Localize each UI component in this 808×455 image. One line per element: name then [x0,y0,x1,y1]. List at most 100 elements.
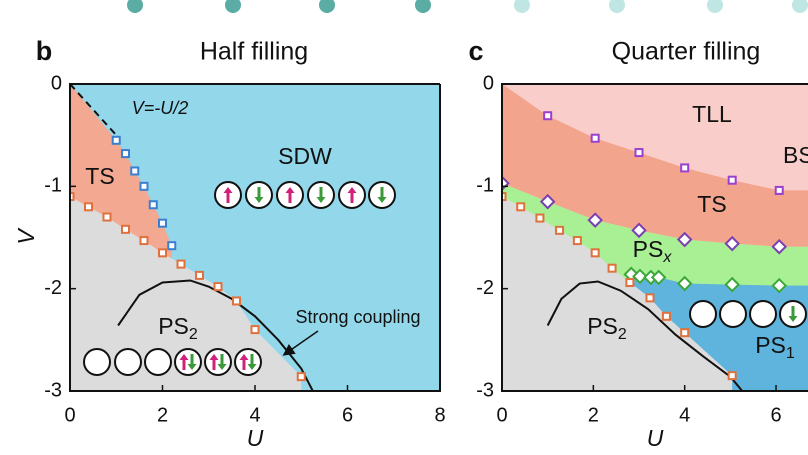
y-tick-label: -2 [44,277,62,299]
data-point [680,328,690,338]
x-tick-label: 4 [679,404,690,426]
data-point [774,185,784,195]
data-point [250,325,260,335]
spin-arrow-head [209,354,219,360]
x-axis-label: U [247,425,264,451]
y-tick-label: 0 [483,72,494,94]
data-point [650,269,667,286]
spin-arrow-head [285,187,295,193]
data-point [724,235,740,252]
data-point [555,225,565,235]
y-tick-label: -1 [476,175,494,197]
region-label-subscript: x [662,249,672,266]
data-point [535,213,545,223]
x-tick-label: 2 [588,404,599,426]
data-point [625,278,635,288]
panel-label: b [36,36,53,66]
region-label: TLL [692,101,732,127]
region-label-subscript: 2 [618,326,627,343]
region-label: TS [85,163,114,189]
annotation: Strong coupling [295,307,420,327]
data-point [70,192,75,202]
spin-arrow-head [347,187,357,193]
region-label: PS1 [755,332,795,362]
spin-site [719,300,747,328]
data-point [587,212,603,228]
site [689,300,717,328]
x-tick-label: 8 [434,404,445,426]
region-label: PS2 [158,313,198,343]
region-label: BS [783,142,808,168]
x-tick-label: 4 [249,404,260,426]
spin-arrow-head [187,364,197,370]
spin-arrow-head [377,197,387,203]
data-point [607,263,617,273]
data-point [724,276,740,293]
spin-site [779,300,807,328]
spin-site [307,181,335,209]
region-fill [502,84,808,247]
data-point [543,111,553,121]
data-point [213,282,223,292]
data-point [121,224,130,234]
spin-arrow-head [788,316,798,322]
spin-site [245,181,273,209]
data-point [771,277,788,294]
data-point [676,231,693,248]
y-tick-label: -3 [476,379,494,401]
region-fill [70,196,302,391]
data-point [631,222,647,239]
lattice-decoration [127,0,808,13]
x-tick-label: 0 [64,404,75,426]
region-label: TS [697,191,726,217]
data-point [572,236,582,246]
spin-arrow-head [239,354,249,360]
data-point [84,202,93,212]
region-label-subscript: 2 [189,326,198,343]
data-point [590,133,600,143]
data-point [148,200,158,210]
spin-arrow-head [179,354,189,360]
spin-site [214,181,242,209]
region-label-text: PS [587,313,618,339]
boundary-line [546,280,744,391]
data-point [661,311,671,321]
data-point [632,268,648,285]
y-tick-label: -2 [476,277,494,299]
spin-site [204,348,232,376]
data-point [176,259,186,269]
x-tick-label: 6 [342,404,353,426]
panel-label: c [468,36,483,66]
spin-site [368,181,396,209]
spin-site [749,300,777,328]
data-point [771,238,788,255]
spin-site [338,181,366,209]
x-axis-label: U [647,425,664,451]
region-label-text: PS [158,313,189,339]
y-tick-label: -1 [44,175,62,197]
spin-site [83,348,111,376]
region-label-text: TLL [692,101,732,127]
data-point [590,248,600,258]
region-label-subscript: 1 [786,345,795,362]
spin-site [144,348,172,376]
data-point [676,275,693,292]
data-point [516,202,526,212]
y-tick-label: -3 [44,379,62,401]
x-tick-label: 2 [157,404,168,426]
region-label-text: BS [783,142,808,168]
panel [70,84,440,391]
data-point [130,166,140,176]
region-label: PS2 [587,313,627,343]
data-point [232,296,241,306]
x-tick-label: 0 [496,404,507,426]
data-point [158,248,167,258]
annotation-arrow [282,330,319,356]
data-point [634,148,644,158]
region-label-text: PS [755,332,786,358]
data-point [727,175,737,185]
data-point [502,192,507,202]
site [83,348,111,376]
spin-arrow-head [254,197,264,203]
